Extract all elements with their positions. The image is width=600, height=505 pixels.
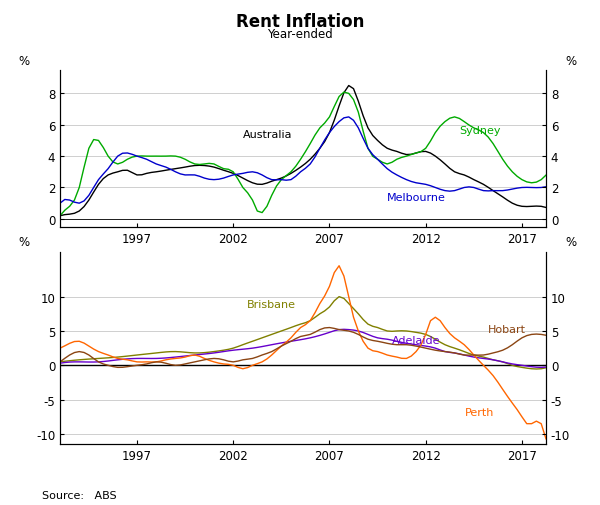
Text: Melbourne: Melbourne [386, 192, 446, 203]
Text: %: % [19, 55, 30, 68]
Text: Year-ended: Year-ended [267, 28, 333, 41]
Text: Source:   ABS: Source: ABS [42, 490, 116, 500]
Text: Hobart: Hobart [488, 325, 526, 335]
Text: Rent Inflation: Rent Inflation [236, 13, 364, 31]
Text: Brisbane: Brisbane [247, 299, 296, 310]
Text: Perth: Perth [465, 407, 494, 417]
Text: Adelaide: Adelaide [392, 336, 440, 345]
Text: Sydney: Sydney [459, 125, 500, 135]
Text: %: % [19, 236, 30, 248]
Text: %: % [565, 55, 577, 68]
Text: %: % [565, 236, 577, 248]
Text: Australia: Australia [243, 130, 293, 140]
